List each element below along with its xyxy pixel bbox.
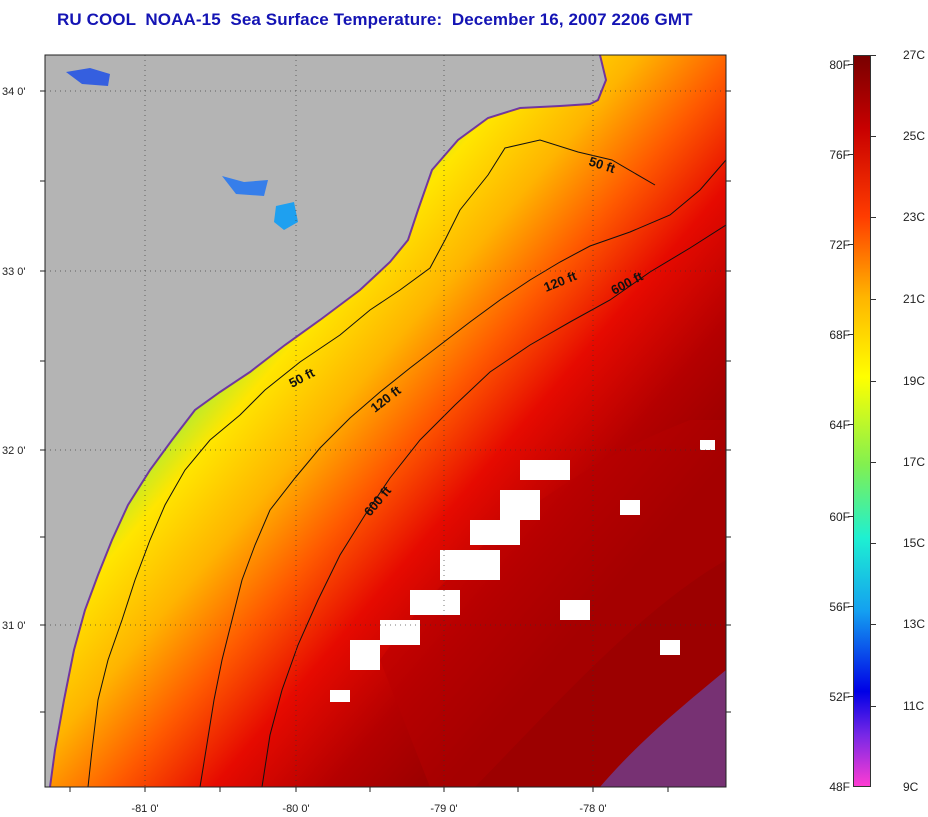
map-title: RU COOL NOAA-15 Sea Surface Temperature:… bbox=[57, 10, 693, 29]
scale-label-c: 25C bbox=[903, 129, 926, 143]
scale-label-c: 21C bbox=[903, 292, 926, 306]
x-tick-label: -81 0' bbox=[131, 803, 158, 815]
scale-label-f: 60F bbox=[829, 510, 850, 524]
y-tick-label: 34 0' bbox=[2, 86, 26, 98]
scale-label-c: 11C bbox=[903, 699, 925, 713]
y-tick-label: 31 0' bbox=[2, 620, 26, 632]
scale-label-c: 15C bbox=[903, 536, 926, 550]
scale-label-c: 17C bbox=[903, 455, 926, 469]
scale-label-f: 56F bbox=[829, 600, 850, 614]
x-tick-label: -80 0' bbox=[282, 803, 309, 815]
scale-label-f: 80F bbox=[829, 58, 850, 72]
scale-label-f: 72F bbox=[829, 238, 850, 252]
contour-50ft bbox=[87, 139, 656, 787]
y-tick-label: 32 0' bbox=[2, 445, 26, 457]
scale-label-f: 68F bbox=[829, 328, 850, 342]
scale-label-c: 13C bbox=[903, 617, 926, 631]
land-mass bbox=[45, 55, 606, 787]
scale-label-f: 64F bbox=[829, 418, 850, 432]
y-tick-label: 33 0' bbox=[2, 266, 26, 278]
scale-label-c: 27C bbox=[903, 48, 926, 62]
scale-label-c: 23C bbox=[903, 210, 926, 224]
scale-label-c: 9C bbox=[903, 780, 919, 794]
color-scale-bar bbox=[853, 55, 871, 787]
contour-600ft bbox=[261, 224, 726, 787]
x-tick-label: -78 0' bbox=[579, 803, 606, 815]
contour-120ft bbox=[199, 159, 726, 787]
scale-label-f: 52F bbox=[829, 690, 850, 704]
x-tick-label: -79 0' bbox=[430, 803, 457, 815]
scale-label-f: 48F bbox=[829, 780, 850, 794]
scale-label-c: 19C bbox=[903, 374, 926, 388]
scale-label-f: 76F bbox=[829, 148, 850, 162]
